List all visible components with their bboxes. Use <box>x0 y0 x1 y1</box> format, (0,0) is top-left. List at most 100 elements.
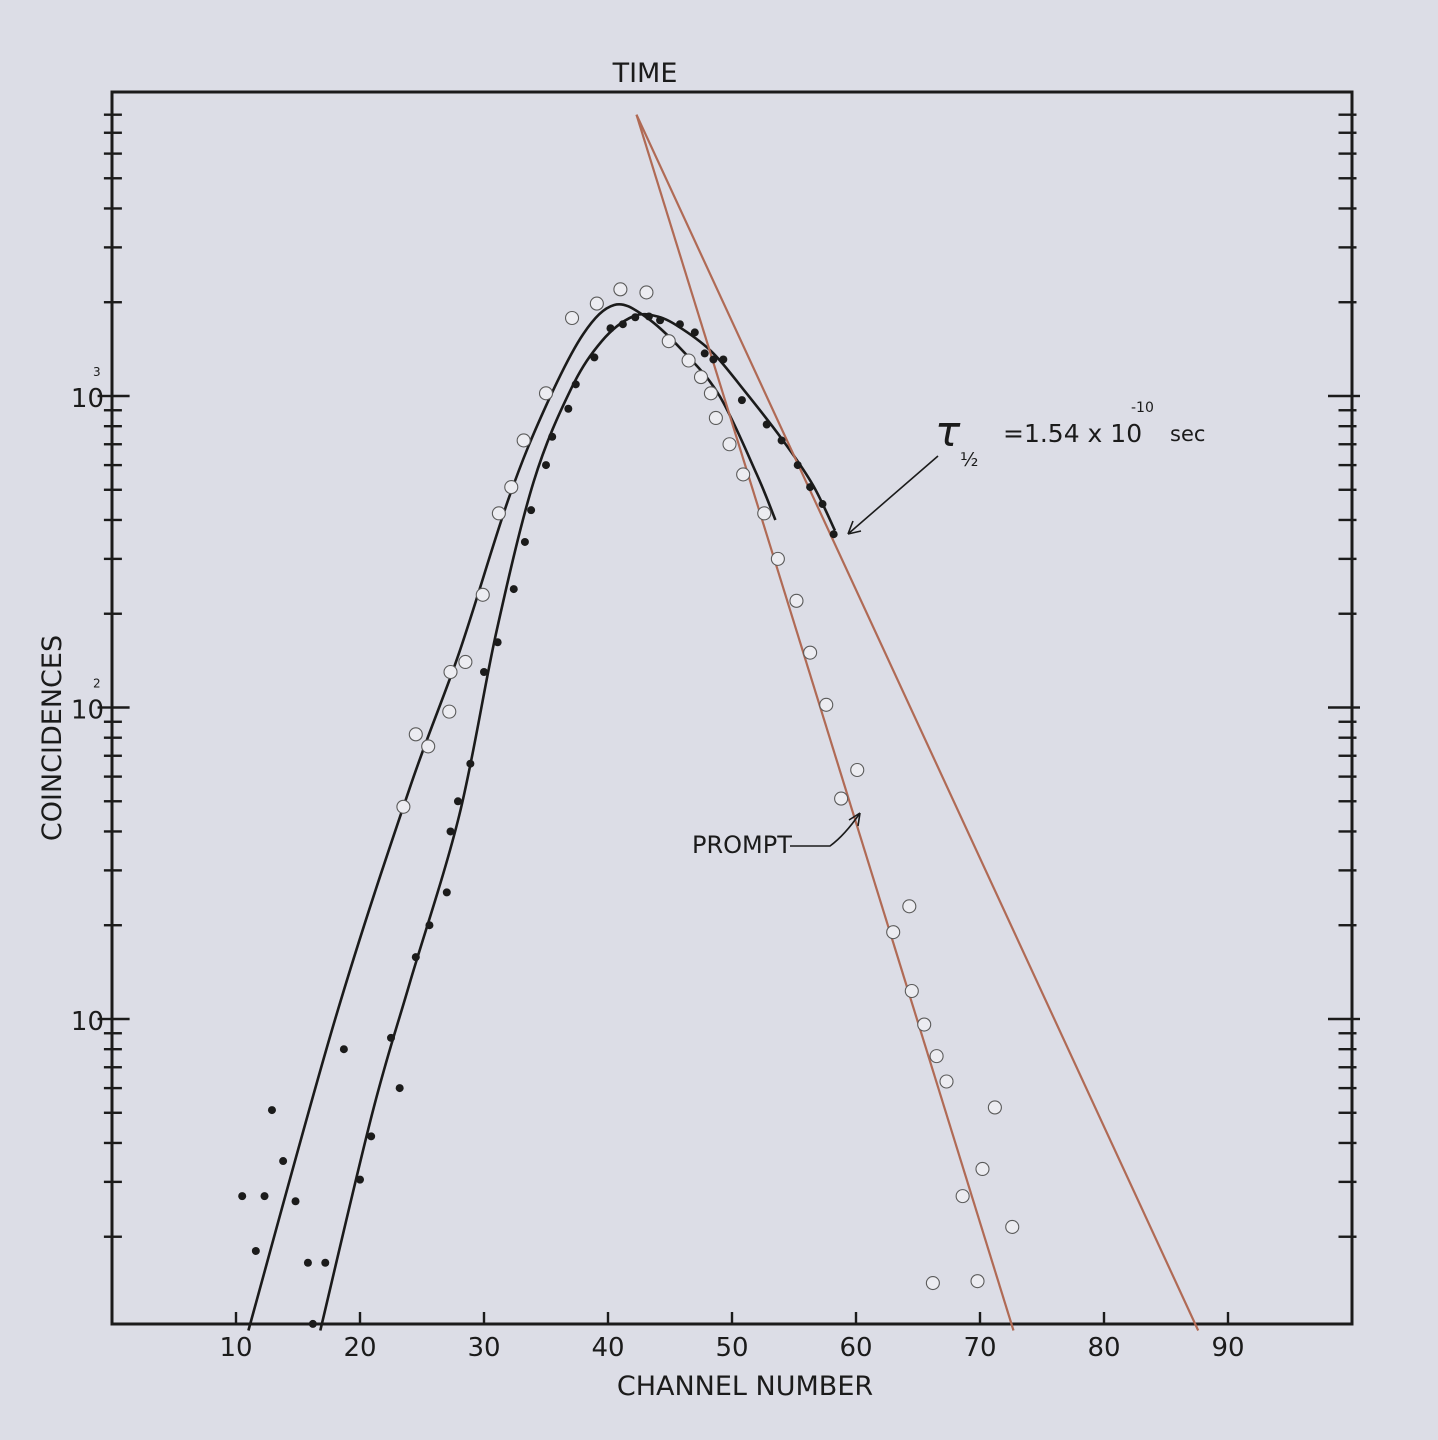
open-circle-point <box>736 467 751 482</box>
open-circle-point <box>1005 1219 1020 1234</box>
filled-dot-point <box>793 461 802 470</box>
y-tick-labels: 10 10 2 10 3 <box>71 365 104 1037</box>
open-circle-point <box>443 664 458 680</box>
curve-fit-open <box>247 303 777 1331</box>
open-circle-point <box>917 1017 932 1032</box>
y-tick-label: 10 <box>71 384 104 414</box>
filled-dot-point <box>571 380 580 389</box>
open-circle-point <box>442 704 457 719</box>
data-points <box>238 282 1020 1328</box>
filled-dot-point <box>387 1033 395 1042</box>
open-circle-point <box>886 925 901 940</box>
open-circle-point <box>661 334 676 349</box>
filled-dot-point <box>656 316 665 325</box>
filled-dot-point <box>279 1157 288 1166</box>
prompt-arrowhead <box>848 812 861 827</box>
x-tick-label: 40 <box>591 1333 624 1363</box>
open-circle-point <box>902 899 917 914</box>
open-circle-point <box>693 370 709 385</box>
open-circle-point <box>589 296 604 311</box>
open-circle-point <box>516 433 531 448</box>
y-tick-exponent: 2 <box>93 677 101 691</box>
filled-dot-point <box>564 404 573 413</box>
filled-dot-point <box>466 759 475 768</box>
y-axis-title: COINCIDENCES <box>37 635 68 841</box>
x-tick-label: 10 <box>219 1333 252 1363</box>
curve-slope-time <box>635 114 1200 1331</box>
filled-dot-point <box>631 313 640 322</box>
filled-dot-point <box>442 888 451 897</box>
open-circle-point <box>408 727 423 742</box>
curve-slope-prompt <box>635 114 1015 1331</box>
filled-dot-point <box>308 1319 317 1328</box>
prompt-annotation: PROMPT <box>692 812 861 859</box>
filled-dot-point <box>644 312 653 321</box>
filled-dot-point <box>453 797 462 806</box>
half-life-arrowhead <box>847 520 862 535</box>
open-circle-point <box>757 506 772 521</box>
open-circle-point <box>491 506 506 521</box>
open-circle-point <box>564 310 580 326</box>
open-circle-point <box>475 587 490 602</box>
filled-dot-point <box>675 320 684 329</box>
filled-dot-point <box>690 328 699 337</box>
filled-dot-point <box>542 461 550 470</box>
open-circle-point <box>396 799 411 814</box>
open-circle-point <box>925 1276 940 1291</box>
y-tick-exponent: 3 <box>93 365 101 379</box>
filled-dot-point <box>356 1175 364 1184</box>
open-circle-point <box>504 480 519 495</box>
filled-dot-point <box>762 420 771 429</box>
half-life-unit: sec <box>1170 422 1205 446</box>
filled-dot-point <box>590 353 599 362</box>
open-circle-point <box>770 551 785 566</box>
filled-dot-point <box>291 1197 300 1206</box>
filled-dot-point <box>829 530 838 539</box>
open-circle-point <box>703 386 718 401</box>
fit-curves <box>247 114 1200 1331</box>
filled-dot-point <box>395 1084 404 1093</box>
filled-dot-point <box>251 1246 260 1255</box>
open-circle-point <box>987 1100 1002 1115</box>
prompt-label: PROMPT <box>692 831 792 859</box>
x-tick-label: 20 <box>343 1333 376 1363</box>
filled-dot-point <box>606 324 615 333</box>
open-circle-point <box>613 282 628 297</box>
x-tick-label: 60 <box>839 1333 872 1363</box>
x-tick-labels: 10 20 30 40 50 60 70 80 90 <box>219 1333 1244 1363</box>
open-circle-point <box>819 697 834 712</box>
filled-dot-point <box>411 953 420 962</box>
filled-dot-point <box>367 1132 376 1141</box>
open-circle-point <box>970 1274 985 1289</box>
open-circle-point <box>850 762 865 778</box>
open-circle-point <box>803 645 818 660</box>
half-life-value: =1.54 x 10 <box>1003 419 1142 448</box>
prompt-arrow <box>790 812 861 847</box>
open-circle-point <box>538 386 554 401</box>
open-circle-point <box>789 593 804 608</box>
half-life-arrow <box>847 455 939 535</box>
open-circle-point <box>722 437 737 452</box>
half-life-annotation: τ ½ =1.54 x 10 -10 sec <box>847 400 1205 535</box>
half-life-exponent: -10 <box>1131 400 1154 416</box>
open-circle-point <box>975 1161 990 1177</box>
filled-dot-point <box>303 1258 312 1267</box>
open-circle-point <box>681 353 696 368</box>
tau-subscript: ½ <box>960 449 978 471</box>
filled-dot-point <box>719 355 728 364</box>
filled-dot-point <box>806 483 815 492</box>
filled-dot-point <box>480 668 488 677</box>
open-circle-point <box>458 654 473 670</box>
filled-dot-point <box>777 436 786 445</box>
open-circle-point <box>904 983 919 999</box>
open-circle-point <box>834 791 849 806</box>
open-circle-point <box>421 739 436 754</box>
y-tick-label: 10 <box>71 1007 104 1037</box>
y-tick-label: 10 <box>71 696 104 726</box>
plot-frame <box>110 90 1354 1326</box>
filled-dot-point <box>267 1106 276 1115</box>
x-tick-label: 90 <box>1211 1333 1244 1363</box>
tau-symbol: τ <box>935 407 961 456</box>
filled-dot-point <box>339 1045 348 1054</box>
filled-dot-point <box>493 638 502 647</box>
